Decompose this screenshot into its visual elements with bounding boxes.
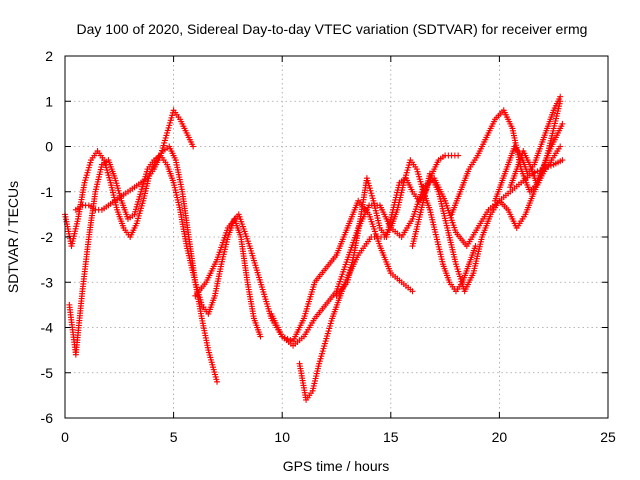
y-tick-label: -6 — [41, 410, 54, 426]
y-tick-label: 2 — [45, 48, 53, 64]
x-axis-label: GPS time / hours — [283, 458, 390, 474]
series-arc-k — [507, 120, 566, 191]
data-point — [559, 120, 566, 127]
y-tick-label: 0 — [45, 139, 53, 155]
x-tick-label: 5 — [170, 429, 178, 445]
chart-title: Day 100 of 2020, Sidereal Day-to-day VTE… — [77, 21, 588, 37]
data-points — [62, 93, 566, 403]
series-arc-f — [268, 157, 566, 349]
y-tick-label: -1 — [41, 184, 54, 200]
data-point — [557, 143, 564, 150]
data-point — [557, 93, 564, 100]
series-arc-i — [448, 98, 564, 218]
series-arc-b — [66, 152, 264, 358]
x-tick-label: 25 — [600, 429, 616, 445]
y-tick-label: -4 — [41, 320, 54, 336]
data-point — [409, 288, 416, 295]
x-tick-label: 10 — [274, 429, 290, 445]
x-tick-label: 0 — [61, 429, 69, 445]
y-tick-label: -2 — [41, 229, 54, 245]
x-tick-label: 15 — [383, 429, 399, 445]
grid-lines — [65, 56, 608, 418]
y-tick-label: -5 — [41, 365, 54, 381]
series-arc-g — [333, 152, 462, 299]
y-tick-label: 1 — [45, 93, 53, 109]
data-point — [472, 243, 479, 250]
y-axis-label: SDTVAR / TECUs — [5, 181, 21, 293]
series-arc-c — [72, 107, 197, 213]
series-arc-e — [296, 157, 479, 403]
y-tick-label: -3 — [41, 274, 54, 290]
data-point — [455, 152, 462, 159]
data-point — [559, 157, 566, 164]
axes: 0 5 10 15 20 25 -6 -5 -4 -3 -2 -1 0 1 2 — [41, 48, 616, 445]
series-arc-d — [192, 197, 416, 345]
x-tick-label: 20 — [492, 429, 508, 445]
data-point — [214, 378, 221, 385]
data-point — [257, 333, 264, 340]
data-point — [190, 143, 197, 150]
